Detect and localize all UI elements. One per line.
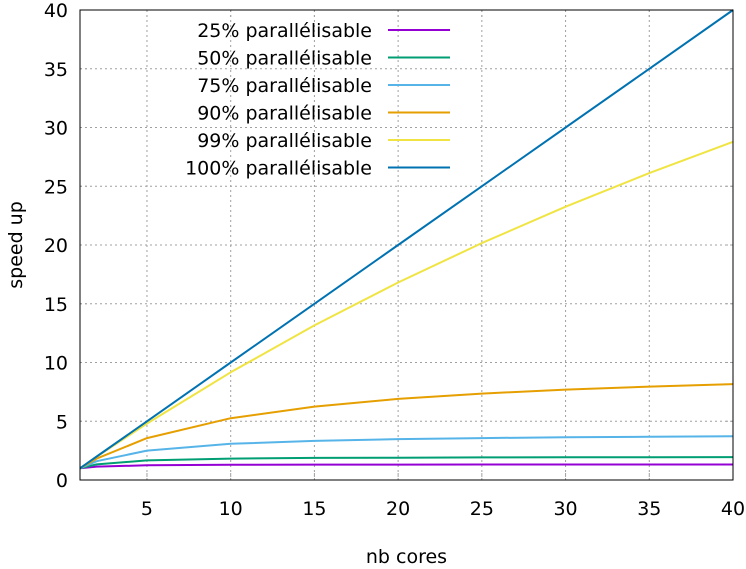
series-line-90 — [79, 383, 734, 470]
legend-label: 50% parallélisable — [197, 48, 372, 70]
legend: 25% parallélisable 50% parallélisable 75% … — [185, 20, 450, 180]
y-tick-label: 0 — [56, 470, 68, 492]
legend-label: 90% parallélisable — [197, 103, 372, 125]
x-tick-label: 20 — [386, 498, 410, 520]
series-line-50 — [79, 456, 734, 470]
x-tick-label: 15 — [302, 498, 326, 520]
x-tick-label: 40 — [721, 498, 745, 520]
legend-label: 100% parallélisable — [185, 158, 372, 180]
x-tick-label: 25 — [470, 498, 494, 520]
y-tick-label: 5 — [56, 411, 68, 433]
series-line-25 — [79, 463, 733, 470]
legend-label: 99% parallélisable — [197, 130, 372, 152]
y-tick-labels: 0 5 10 15 20 25 30 35 40 — [44, 0, 68, 492]
x-tick-label: 5 — [141, 498, 153, 520]
y-tick-label: 40 — [44, 0, 68, 22]
y-tick-label: 10 — [44, 353, 68, 375]
grid-lines — [80, 9, 734, 481]
y-tick-label: 15 — [44, 294, 68, 316]
series-line-100 — [79, 9, 734, 470]
y-axis-label: speed up — [5, 201, 27, 289]
y-tick-label: 30 — [44, 118, 68, 140]
x-tick-label: 35 — [637, 498, 661, 520]
y-tick-label: 20 — [44, 235, 68, 257]
series-lines — [79, 9, 734, 470]
legend-label: 75% parallélisable — [197, 75, 372, 97]
x-tick-label: 10 — [219, 498, 243, 520]
y-tick-label: 25 — [44, 176, 68, 198]
x-axis-label: nb cores — [366, 546, 447, 568]
series-line-99 — [79, 140, 734, 470]
legend-label: 25% parallélisable — [197, 20, 372, 42]
y-tick-label: 35 — [44, 59, 68, 81]
x-tick-label: 30 — [553, 498, 577, 520]
x-tick-labels: 5 10 15 20 25 30 35 40 — [141, 498, 745, 520]
plot-frame — [79, 9, 734, 481]
series-line-75 — [79, 435, 734, 470]
